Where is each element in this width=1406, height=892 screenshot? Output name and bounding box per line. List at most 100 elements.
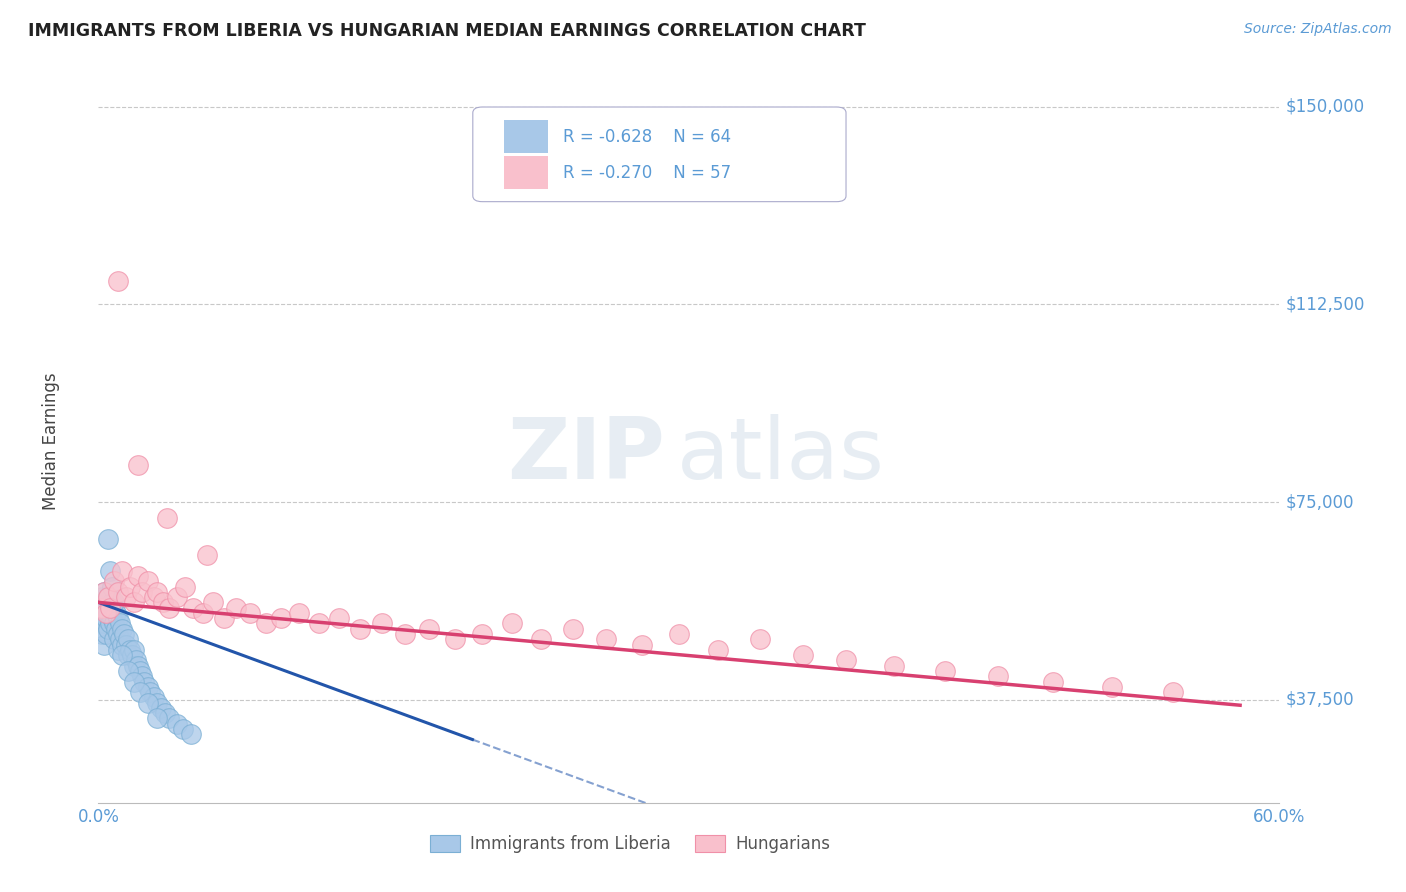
Point [89, 600, 111, 615]
Point [97, 590, 120, 604]
Point [89, 616, 111, 631]
Point [103, 595, 125, 609]
Point [122, 595, 145, 609]
Point [166, 590, 188, 604]
Point [349, 622, 371, 636]
Text: $75,000: $75,000 [1285, 493, 1354, 511]
Point [111, 638, 134, 652]
Point [707, 643, 730, 657]
Point [136, 574, 159, 589]
Point [987, 669, 1010, 683]
Point [146, 696, 169, 710]
Text: R = -0.628    N = 64: R = -0.628 N = 64 [562, 128, 731, 145]
Point [91, 590, 114, 604]
Point [630, 638, 652, 652]
Text: IMMIGRANTS FROM LIBERIA VS HUNGARIAN MEDIAN EARNINGS CORRELATION CHART: IMMIGRANTS FROM LIBERIA VS HUNGARIAN MED… [28, 22, 866, 40]
Point [117, 648, 139, 662]
Point [748, 632, 770, 647]
Point [166, 716, 188, 731]
Point [97, 622, 120, 636]
Text: $112,500: $112,500 [1285, 295, 1365, 313]
Point [101, 580, 124, 594]
Point [107, 274, 129, 288]
Point [98, 616, 121, 631]
Point [883, 658, 905, 673]
Point [152, 595, 174, 609]
Point [136, 696, 159, 710]
Point [108, 632, 131, 647]
Point [96, 595, 118, 609]
Point [501, 616, 523, 631]
Point [668, 627, 690, 641]
Point [121, 648, 143, 662]
Point [122, 658, 145, 673]
Point [96, 627, 118, 641]
Point [254, 616, 277, 631]
FancyBboxPatch shape [503, 156, 548, 189]
Point [98, 564, 121, 578]
Point [118, 643, 141, 657]
Point [122, 643, 145, 657]
Point [214, 611, 236, 625]
Point [1161, 685, 1184, 699]
Point [117, 632, 139, 647]
Point [181, 600, 204, 615]
Point [96, 611, 118, 625]
Text: R = -0.270    N = 57: R = -0.270 N = 57 [562, 164, 731, 182]
Point [117, 664, 139, 678]
Point [118, 580, 141, 594]
Point [157, 600, 180, 615]
Text: Source: ZipAtlas.com: Source: ZipAtlas.com [1244, 22, 1392, 37]
Point [105, 606, 128, 620]
Point [174, 580, 197, 594]
Point [155, 706, 177, 720]
Point [201, 595, 224, 609]
Point [127, 569, 149, 583]
Point [1042, 674, 1064, 689]
Point [103, 616, 125, 631]
Point [93, 616, 115, 631]
Point [131, 669, 153, 683]
Point [105, 622, 128, 636]
Point [136, 680, 159, 694]
Point [103, 632, 125, 647]
Point [530, 632, 553, 647]
Point [142, 590, 165, 604]
Point [101, 611, 124, 625]
Point [595, 632, 617, 647]
Point [111, 648, 134, 662]
Point [91, 606, 114, 620]
Point [288, 606, 311, 620]
Point [93, 585, 115, 599]
Point [1101, 680, 1123, 694]
Text: ZIP: ZIP [508, 415, 665, 498]
Text: atlas: atlas [678, 415, 886, 498]
Point [115, 638, 138, 652]
Point [107, 627, 129, 641]
Point [98, 600, 121, 615]
Point [131, 585, 153, 599]
Point [125, 653, 148, 667]
Point [156, 511, 179, 525]
Point [443, 632, 465, 647]
Point [103, 574, 125, 589]
Point [146, 585, 169, 599]
Point [127, 458, 149, 473]
Point [150, 701, 173, 715]
Point [107, 585, 129, 599]
Point [239, 606, 262, 620]
Legend: Immigrants from Liberia, Hungarians: Immigrants from Liberia, Hungarians [423, 828, 837, 860]
Point [96, 606, 118, 620]
Point [128, 664, 150, 678]
Point [471, 627, 494, 641]
Point [195, 548, 218, 562]
Point [270, 611, 292, 625]
Point [91, 600, 114, 615]
Point [93, 600, 115, 615]
Point [128, 685, 150, 699]
Point [93, 585, 115, 599]
Text: Median Earnings: Median Earnings [42, 373, 60, 510]
Point [115, 590, 138, 604]
Point [792, 648, 814, 662]
Point [97, 590, 120, 604]
